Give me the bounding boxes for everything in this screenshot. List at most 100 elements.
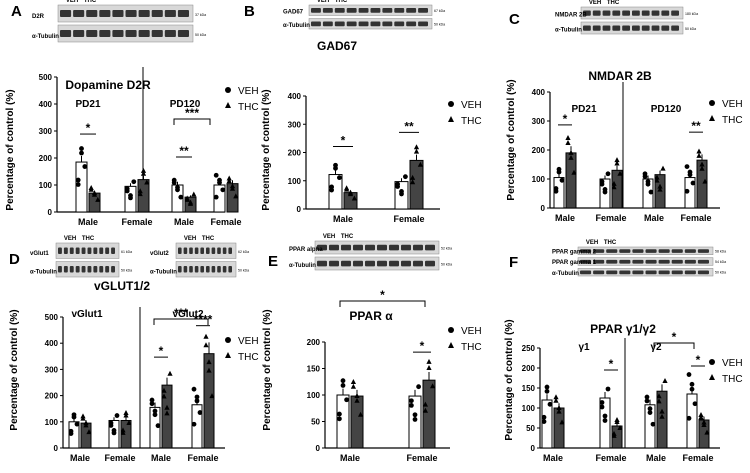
veh-bar [541,399,553,449]
blot-band [413,244,423,251]
thc-data-point [426,364,432,370]
thc-data-point [568,154,574,160]
thc-data-point [226,178,232,184]
veh-data-point [340,383,346,388]
veh-data-point [217,177,222,183]
blot-band [661,10,670,16]
blot-band [658,259,670,264]
chart-title: NMDAR 2B [588,69,652,83]
blot-band [619,259,631,264]
veh-data-point [605,171,611,177]
x-tick-label: Male [78,217,98,227]
blot-kda-label: 54 kDa [715,260,726,264]
thc-data-point [701,422,707,428]
thc-data-point [659,408,665,414]
y-axis-label: Percentage of control (%) [5,89,16,210]
thc-bar [422,379,436,449]
veh-data-point [75,177,81,183]
blot-band [211,266,216,273]
veh-data-point [605,386,611,392]
blot-band [593,249,605,253]
lane-label-veh: VEH [66,0,78,4]
blot-band [329,260,339,267]
veh-data-point [686,415,692,421]
lane-label-veh: VEH [184,236,196,242]
y-tick-label: 50 [526,424,535,433]
thc-data-point [657,186,663,192]
sig-label: * [341,134,346,148]
veh-data-point [553,186,559,191]
panel-letter: F [509,254,518,271]
x-tick-label: Female [595,453,626,463]
lane-label-thc: THC [202,236,215,242]
x-tick-label: Male [543,453,563,463]
blot-band [86,10,98,17]
thc-data-point [611,180,617,186]
panel-letter: D [9,251,20,268]
blot-kda-label: 50 kDa [238,269,249,273]
blot-band [211,247,216,255]
legend-veh-marker [225,87,231,93]
blot-band [178,266,182,273]
y-tick-label: 400 [39,100,53,109]
thc-data-point [413,144,420,150]
veh-data-point [128,193,133,198]
blot-kda-label: 50 kDa [434,23,445,27]
thc-data-point [233,193,239,199]
chart-title: PPAR α [349,309,393,323]
thc-data-point [553,397,559,403]
western-blot: D2R 37 kDa α-Tubulin 50 kDa VEH THC [32,0,206,43]
blot-band-label: α-Tubulin [32,34,59,40]
veh-data-point [197,410,203,415]
blot-band [583,25,591,31]
blot-band [658,249,670,253]
blot-band [632,249,644,253]
blot-band [151,10,163,17]
veh-data-point [194,398,200,404]
thc-data-point [83,420,89,426]
thc-data-point [350,383,356,389]
sig-label: * [420,339,425,353]
thc-data-point [354,397,360,403]
thc-data-point [699,161,705,167]
thc-data-point [123,410,129,416]
veh-bar [75,161,88,213]
x-tick-label: Female [210,217,241,227]
y-tick-label: 0 [297,205,302,214]
veh-data-point [599,179,605,185]
blot-band [222,247,227,255]
legend-thc-marker [225,102,231,108]
panel-letter: E [268,253,278,270]
x-tick-label: Male [646,453,666,463]
blot-band [671,10,679,16]
veh-data-point [647,410,653,415]
x-tick-label: Female [393,214,424,224]
blot-kda-label: 50 kDa [441,263,452,267]
blot-band [382,21,393,27]
blot-band [641,10,650,16]
blot-kda-label: 50 kDa [195,33,206,37]
blot-band [317,260,327,267]
blot-band [413,260,423,267]
thc-data-point [565,135,571,141]
blot-band [346,21,357,27]
thc-data-point [164,410,170,416]
veh-data-point [191,386,197,392]
blot-band [151,30,163,37]
blot-band [394,21,405,27]
blot-kda-label: 67 kDa [434,9,445,13]
thc-data-point [422,401,428,407]
thc-data-point [226,175,232,181]
x-tick-label: Female [121,217,152,227]
veh-data-point [602,187,608,192]
blot-band [194,266,199,273]
veh-data-point [599,404,605,410]
blot-band [580,259,592,264]
blot-band [125,30,137,37]
y-tick-label: 150 [307,365,321,374]
y-tick-label: 0 [48,208,53,217]
thc-data-point [430,383,436,389]
thc-data-point [654,174,660,180]
blot-band [69,266,74,273]
blot-kda-label: 52 kDa [441,247,452,251]
